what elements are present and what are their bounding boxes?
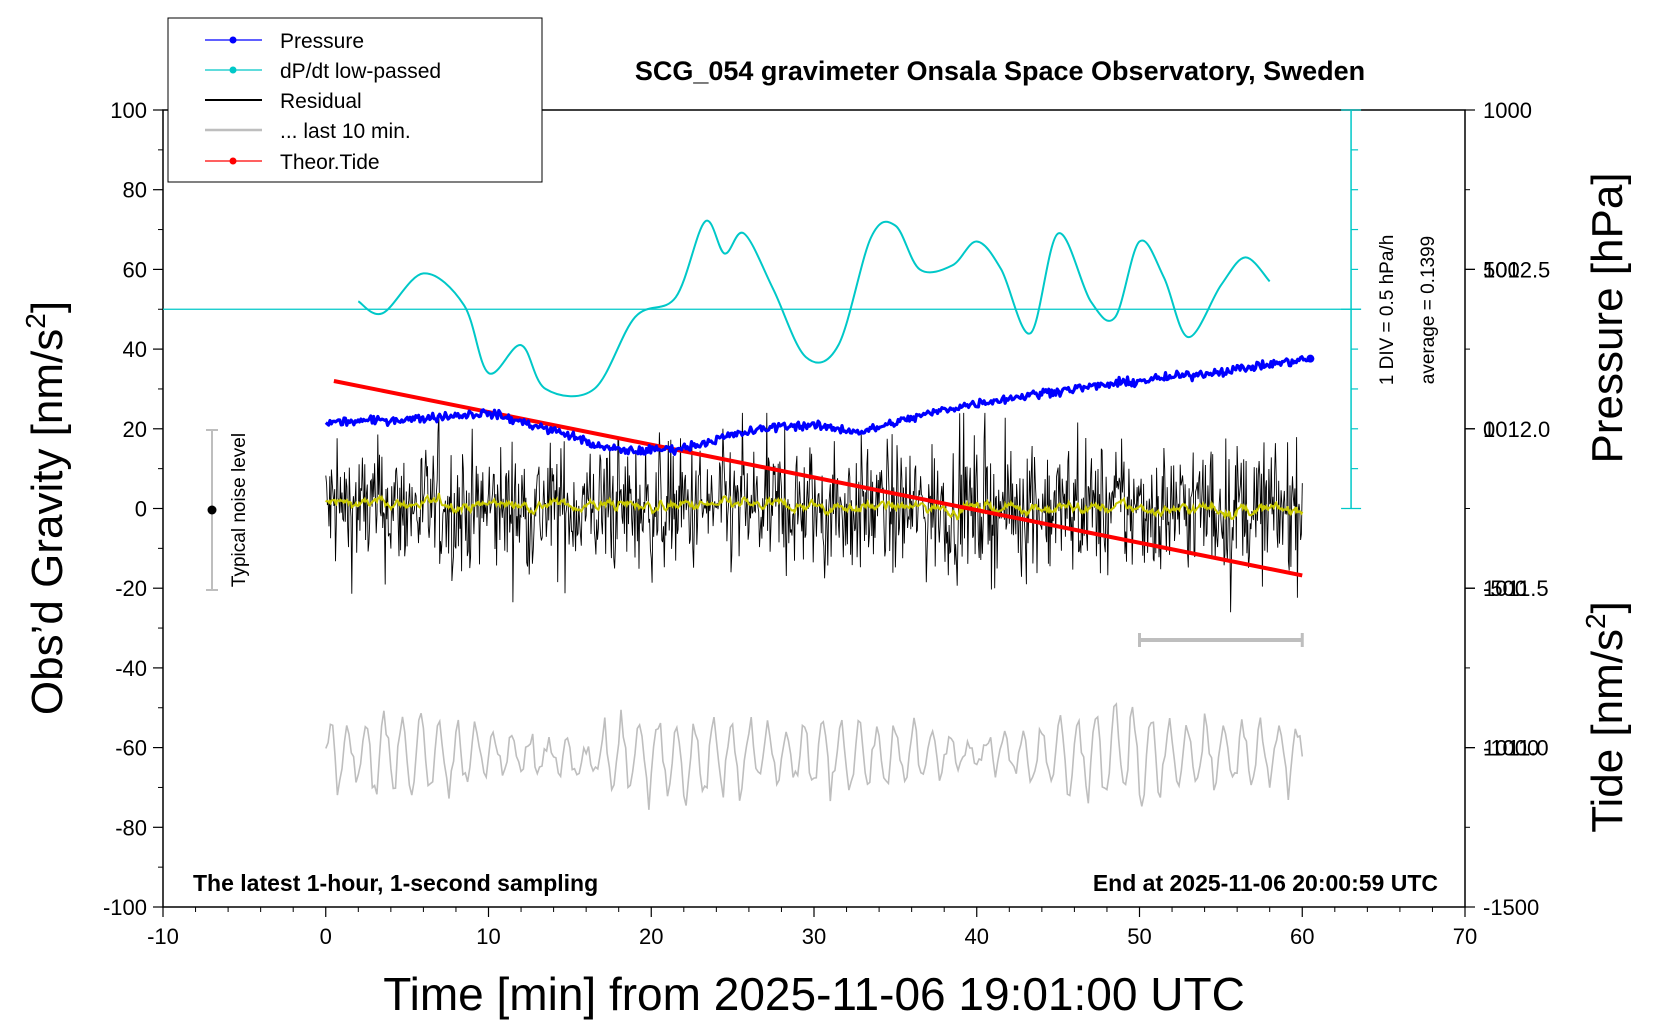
y-tick-label: -80 [115,815,147,840]
legend-label-dpdt: dP/dt low-passed [280,60,441,83]
legend-marker-pressure [229,36,237,44]
tide-axis-label: Tide [nm/s2] [1580,601,1632,833]
x-tick-label: 10 [476,924,500,949]
noise-label: Typical noise level [229,433,250,587]
average-label: average = 0.1399 [1418,236,1439,384]
axes: -10 0 10 20 30 40 50 60 70-100-80-60-40-20020406… [103,98,1550,949]
pressure-tick-label: 1011.0 [1483,736,1549,761]
y-tick-label: 40 [123,337,147,362]
legend-label-tide: Theor.Tide [280,151,380,174]
pressure-line [324,355,1311,456]
pressure-tick-label: 1012.5 [1483,257,1550,282]
tide-axis-label-sup: 2 [1580,613,1611,629]
y-tick-label: 80 [123,178,147,203]
x-tick-label: 20 [639,924,663,949]
y-tick-label: 20 [123,417,147,442]
pressure-end-marker [1306,354,1315,363]
y-tick-label: -40 [115,656,147,681]
legend-label-pressure: Pressure [280,30,364,53]
chart-title: SCG_054 gravimeter Onsala Space Observat… [635,56,1365,86]
x-tick-label: 70 [1453,924,1477,949]
x-tick-label: 40 [965,924,989,949]
x-tick-label: 60 [1290,924,1314,949]
sampling-annotation: The latest 1-hour, 1-second sampling [193,870,598,896]
last-10-min-line [325,702,1304,810]
tide-tick-label: 0 [1483,417,1495,442]
tide-tick-label: 1000 [1483,98,1532,123]
pressure-axis-label: Pressure [hPa] [1583,172,1632,463]
tide-tick-label: -500 [1483,576,1527,601]
x-axis-label: Time [min] from 2025-11-06 19:01:00 UTC [383,968,1245,1020]
tide-tick-label: -1500 [1483,895,1539,920]
y-tick-label: -20 [115,576,147,601]
residual-line [325,412,1303,613]
tide-tick-label: 500 [1483,257,1520,282]
y-axis-label: Obs’d Gravity [nm/s2] [20,301,72,715]
y-tick-label: -60 [115,736,147,761]
y-tick-label: 100 [110,98,147,123]
legend: Pressure dP/dt low-passed Residual ... l… [167,17,543,183]
residual-smoothed-line [325,492,1304,521]
div-label: 1 DIV = 0.5 hPa/h [1377,235,1398,386]
y-axis-label-sup: 2 [20,313,51,329]
end-time-annotation: End at 2025-11-06 20:00:59 UTC [1093,870,1438,896]
noise-bar-center-dot [207,505,217,515]
x-tick-label: 50 [1127,924,1151,949]
pressure-tick-label: 1011.5 [1483,576,1549,601]
x-tick-label: 0 [320,924,332,949]
x-tick-label: 30 [802,924,826,949]
dpdt-line [357,219,1271,398]
legend-marker-tide [229,157,237,165]
tide-tick-label: -1000 [1483,736,1539,761]
y-tick-label: -100 [103,895,147,920]
y-tick-label: 60 [123,257,147,282]
legend-label-last10: ... last 10 min. [280,120,411,143]
series [163,109,1362,810]
legend-marker-dpdt [229,66,237,74]
legend-label-residual: Residual [280,90,362,113]
pressure-tick-label: 1012.0 [1483,417,1550,442]
x-tick-label: -10 [147,924,179,949]
y-tick-label: 0 [135,497,147,522]
